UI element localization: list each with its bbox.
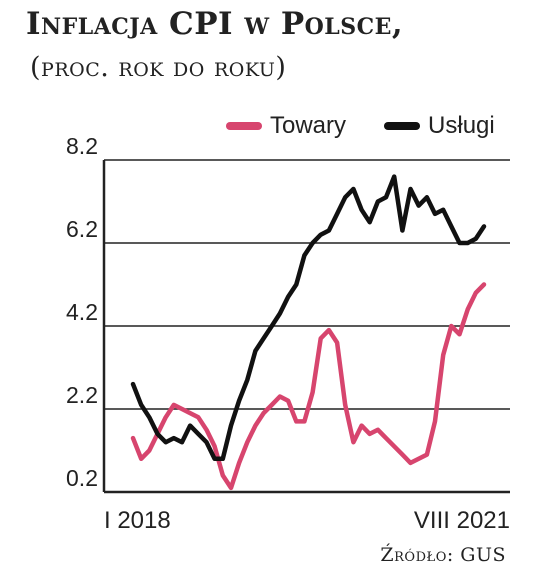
legend-item-uslugi: Usługi	[384, 112, 495, 140]
legend-label-towary: Towary	[270, 112, 347, 139]
legend-label-uslugi: Usługi	[428, 112, 495, 139]
series-line-uslugi	[130, 174, 487, 462]
x-axis-ticks: I 2018 VIII 2021	[104, 507, 510, 534]
legend-swatch-uslugi	[384, 122, 421, 130]
series-layer	[130, 174, 487, 491]
source-note: Źródło: GUS	[380, 544, 506, 566]
x-tick-label-start: I 2018	[104, 507, 171, 534]
series-line-towary	[130, 282, 487, 491]
chart-subtitle: (proc. rok do roku)	[30, 52, 287, 83]
x-tick-label-end: VIII 2021	[414, 507, 510, 534]
y-tick-label: 8.2	[66, 133, 98, 159]
y-tick-label: 4.2	[66, 299, 98, 325]
legend-item-towary: Towary	[226, 112, 346, 140]
y-tick-label: 6.2	[66, 216, 98, 242]
y-axis-ticks: 8.2 6.2 4.2 2.2 0.2	[66, 133, 98, 491]
y-tick-label: 2.2	[66, 382, 98, 408]
y-tick-label: 0.2	[66, 465, 98, 491]
legend: Towary Usługi	[226, 112, 533, 140]
chart-title: Inflacja CPI w Polsce,	[26, 6, 404, 42]
legend-swatch-towary	[226, 122, 262, 130]
